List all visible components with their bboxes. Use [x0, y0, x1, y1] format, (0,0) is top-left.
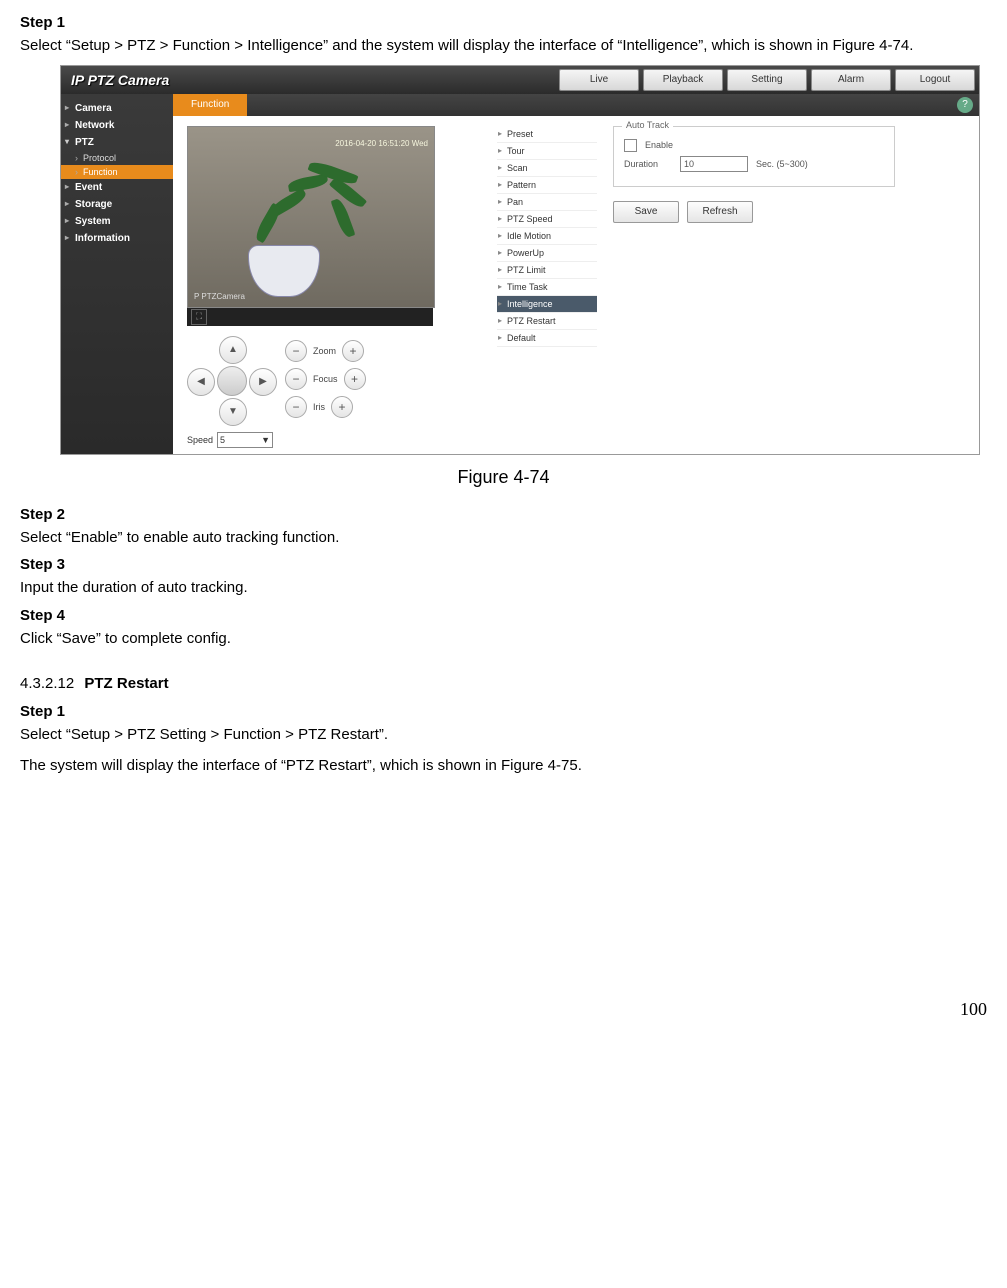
fn-preset[interactable]: Preset: [497, 126, 597, 143]
pot-graphic: [248, 245, 320, 297]
ptz-dpad: ▲ ◀ ▶ ▼: [187, 336, 277, 426]
sidebar-item-ptz[interactable]: PTZ: [61, 134, 173, 151]
focus-label: Focus: [313, 374, 338, 384]
fullscreen-icon[interactable]: ⛶: [191, 309, 207, 325]
iris-plus[interactable]: +: [331, 396, 353, 418]
speed-select[interactable]: 5 ▼: [217, 432, 273, 448]
dpad-right[interactable]: ▶: [249, 368, 277, 396]
plant-graphic: [228, 157, 378, 257]
speed-row: Speed 5 ▼: [187, 432, 487, 448]
function-tab[interactable]: Function: [173, 94, 247, 116]
iris-label: Iris: [313, 402, 325, 412]
dpad-up[interactable]: ▲: [219, 336, 247, 364]
top-tabs: Live Playback Setting Alarm Logout: [559, 69, 979, 91]
camera-preview: 2016-04-20 16:51:20 Wed P PTZCamera: [187, 126, 435, 308]
step1-heading: Step 1: [20, 14, 987, 31]
save-button[interactable]: Save: [613, 201, 679, 223]
iris-minus[interactable]: −: [285, 396, 307, 418]
sidebar-item-camera[interactable]: Camera: [61, 100, 173, 117]
focus-minus[interactable]: −: [285, 368, 307, 390]
sidebar: Camera Network PTZ Protocol Function Eve…: [61, 94, 173, 454]
speed-value: 5: [220, 435, 225, 445]
section-number: 4.3.2.12: [20, 671, 74, 697]
fn-ptzrestart[interactable]: PTZ Restart: [497, 313, 597, 330]
step3-text: Input the duration of auto tracking.: [20, 575, 987, 601]
autotrack-legend: Auto Track: [622, 120, 673, 130]
zoom-label: Zoom: [313, 346, 336, 356]
fn-default[interactable]: Default: [497, 330, 597, 347]
app-header: IP PTZ Camera Live Playback Setting Alar…: [61, 66, 979, 94]
fn-pan[interactable]: Pan: [497, 194, 597, 211]
sidebar-item-event[interactable]: Event: [61, 179, 173, 196]
settings-column: Auto Track Enable Duration 10 Sec. (5~30…: [601, 116, 979, 454]
duration-hint: Sec. (5~300): [756, 159, 808, 169]
enable-checkbox[interactable]: [624, 139, 637, 152]
restart-step1-text1: Select “Setup > PTZ Setting > Function >…: [20, 722, 987, 748]
step4-text: Click “Save” to complete config.: [20, 626, 987, 652]
fn-timetask[interactable]: Time Task: [497, 279, 597, 296]
preview-timestamp: 2016-04-20 16:51:20 Wed: [335, 139, 428, 148]
refresh-button[interactable]: Refresh: [687, 201, 753, 223]
dpad-center[interactable]: [217, 366, 247, 396]
chevron-down-icon: ▼: [261, 435, 270, 445]
page-number: 100: [20, 999, 987, 1020]
step3-heading: Step 3: [20, 556, 987, 573]
sidebar-sub-protocol[interactable]: Protocol: [61, 151, 173, 165]
dpad-left[interactable]: ◀: [187, 368, 215, 396]
step2-text: Select “Enable” to enable auto tracking …: [20, 525, 987, 551]
help-icon[interactable]: ?: [957, 97, 973, 113]
enable-label: Enable: [645, 140, 673, 150]
dpad-down[interactable]: ▼: [219, 398, 247, 426]
zoom-minus[interactable]: −: [285, 340, 307, 362]
duration-label: Duration: [624, 159, 672, 169]
sidebar-sub-function[interactable]: Function: [61, 165, 173, 179]
zoom-plus[interactable]: +: [342, 340, 364, 362]
tab-setting[interactable]: Setting: [727, 69, 807, 91]
figure-caption: Figure 4-74: [20, 467, 987, 488]
step1-text: Select “Setup > PTZ > Function > Intelli…: [20, 33, 987, 59]
app-logo: IP PTZ Camera: [61, 72, 241, 88]
sidebar-item-system[interactable]: System: [61, 213, 173, 230]
fn-ptzspeed[interactable]: PTZ Speed: [497, 211, 597, 228]
fn-intelligence[interactable]: Intelligence: [497, 296, 597, 313]
speed-label: Speed: [187, 435, 213, 445]
preview-toolbar: ⛶: [187, 308, 433, 326]
preview-column: 2016-04-20 16:51:20 Wed P PTZCamera ⛶: [173, 116, 493, 454]
restart-step1-text2: The system will display the interface of…: [20, 753, 987, 779]
autotrack-fieldset: Auto Track Enable Duration 10 Sec. (5~30…: [613, 126, 895, 187]
step2-heading: Step 2: [20, 506, 987, 523]
function-bar: Function ?: [173, 94, 979, 116]
screenshot-figure: IP PTZ Camera Live Playback Setting Alar…: [60, 65, 980, 455]
fn-scan[interactable]: Scan: [497, 160, 597, 177]
function-list: Preset Tour Scan Pattern Pan PTZ Speed I…: [493, 116, 601, 454]
tab-playback[interactable]: Playback: [643, 69, 723, 91]
fn-ptzlimit[interactable]: PTZ Limit: [497, 262, 597, 279]
fn-idlemotion[interactable]: Idle Motion: [497, 228, 597, 245]
duration-input[interactable]: 10: [680, 156, 748, 172]
sidebar-item-network[interactable]: Network: [61, 117, 173, 134]
sidebar-item-information[interactable]: Information: [61, 230, 173, 247]
focus-plus[interactable]: +: [344, 368, 366, 390]
section-heading: 4.3.2.12 PTZ Restart: [20, 671, 987, 697]
tab-alarm[interactable]: Alarm: [811, 69, 891, 91]
fn-powerup[interactable]: PowerUp: [497, 245, 597, 262]
sidebar-item-storage[interactable]: Storage: [61, 196, 173, 213]
section-title: PTZ Restart: [84, 675, 168, 692]
step4-heading: Step 4: [20, 607, 987, 624]
zoom-focus-iris: − Zoom + − Focus + − Iris: [285, 340, 366, 418]
fn-pattern[interactable]: Pattern: [497, 177, 597, 194]
tab-logout[interactable]: Logout: [895, 69, 975, 91]
fn-tour[interactable]: Tour: [497, 143, 597, 160]
restart-step1-heading: Step 1: [20, 703, 987, 720]
preview-watermark: P PTZCamera: [194, 292, 245, 301]
tab-live[interactable]: Live: [559, 69, 639, 91]
